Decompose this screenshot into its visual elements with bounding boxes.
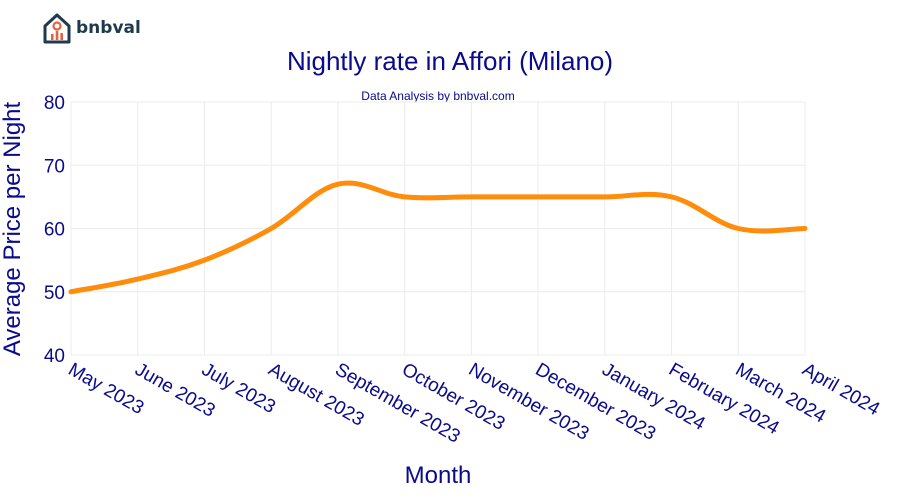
y-tick-label: 80 — [44, 93, 65, 114]
data-point — [536, 195, 540, 199]
y-axis-ticks: 40 50 60 70 80 — [44, 93, 65, 367]
grid-layer — [70, 101, 806, 356]
chart-title: Nightly rate in Affori (Milano) — [287, 46, 613, 76]
data-point — [202, 258, 206, 262]
series-line — [68, 180, 808, 295]
data-point — [136, 277, 140, 281]
data-point — [670, 195, 674, 199]
chart-subtitle: Data Analysis by bnbval.com — [361, 89, 514, 103]
data-point — [803, 227, 807, 231]
x-axis-title: Month — [405, 462, 472, 489]
x-tick-label: February 2024 — [665, 359, 783, 439]
brand-name: bnbval — [76, 18, 141, 38]
brand-logo: bnbval — [42, 12, 141, 44]
y-tick-label: 50 — [44, 283, 65, 304]
data-point — [69, 290, 73, 294]
y-tick-label: 70 — [44, 156, 65, 177]
y-tick-label: 60 — [44, 220, 65, 241]
y-axis-title: Average Price per Night — [0, 101, 26, 356]
data-point — [603, 195, 607, 199]
data-point — [269, 227, 273, 231]
data-point — [736, 227, 740, 231]
house-chart-icon — [43, 13, 71, 44]
data-point — [336, 182, 340, 186]
data-point — [403, 195, 407, 199]
y-tick-label: 40 — [44, 346, 65, 367]
data-point — [469, 195, 473, 199]
x-tick-label: May 2023 — [65, 359, 148, 419]
series-layer — [68, 180, 808, 295]
